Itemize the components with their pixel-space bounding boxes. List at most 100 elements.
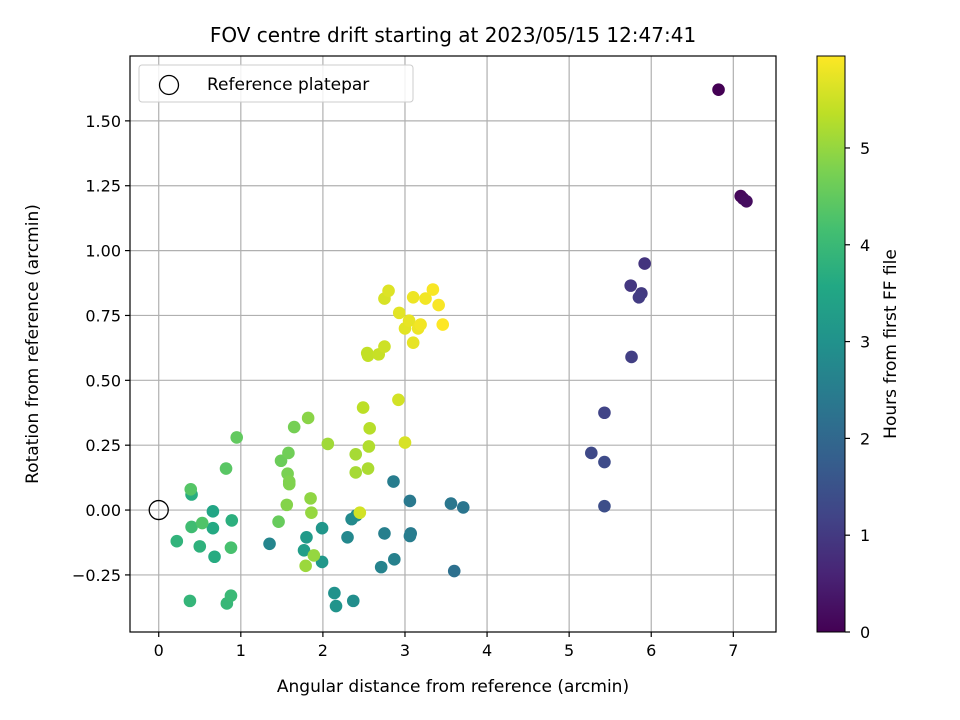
data-point [346, 594, 360, 608]
colorbar-label: Hours from first FF file [881, 249, 901, 439]
data-point [378, 527, 391, 540]
data-point [297, 543, 311, 557]
y-tick-label: 1.25 [85, 177, 121, 196]
data-point [361, 462, 375, 475]
colorbar-tick-label: 4 [860, 236, 870, 255]
data-point [392, 393, 405, 407]
data-point [392, 306, 406, 320]
data-point [406, 290, 420, 304]
data-point [585, 446, 598, 460]
data-point [287, 420, 301, 434]
colorbar-tick-label: 3 [860, 333, 870, 352]
data-point [402, 314, 416, 327]
data-point [315, 521, 329, 535]
legend: Reference platepar [138, 64, 414, 103]
data-point [426, 283, 440, 296]
data-point [414, 318, 427, 331]
data-point [305, 506, 318, 519]
data-point [363, 422, 376, 435]
data-point [403, 529, 417, 543]
data-point [419, 292, 432, 305]
data-point [224, 589, 238, 602]
legend-label: Reference platepar [207, 75, 369, 95]
x-axis-ticks: 0 1 2 3 4 5 6 7 [154, 632, 738, 660]
data-point [740, 194, 753, 208]
data-point [444, 497, 458, 510]
colorbar-tick-label: 0 [860, 623, 870, 642]
data-point [598, 455, 611, 469]
data-point [328, 586, 341, 600]
data-point [225, 514, 239, 527]
x-tick-label: 3 [400, 641, 410, 660]
data-point [224, 541, 238, 554]
data-point [632, 290, 646, 304]
x-tick-label: 7 [728, 641, 738, 660]
grid-lines [130, 56, 776, 632]
colorbar-ticks: 0 1 2 3 4 5 [845, 139, 870, 642]
y-tick-label: 1.00 [85, 242, 121, 261]
y-tick-label: 1.50 [85, 112, 121, 131]
colorbar-tick-label: 5 [860, 139, 870, 158]
data-point [193, 540, 207, 553]
data-point [307, 549, 321, 562]
data-point [638, 257, 651, 270]
data-point [299, 559, 312, 573]
chart-title: FOV centre drift starting at 2023/05/15 … [210, 23, 696, 47]
x-tick-label: 5 [564, 641, 574, 660]
x-tick-label: 2 [318, 641, 328, 660]
reference-marker [148, 499, 169, 521]
data-point [624, 279, 638, 292]
data-point [598, 499, 611, 513]
data-point [282, 477, 296, 491]
x-tick-label: 4 [482, 641, 492, 660]
data-points [170, 83, 753, 613]
data-point [329, 599, 343, 613]
data-point [206, 505, 220, 518]
data-point [280, 498, 294, 512]
data-point [361, 349, 375, 362]
data-point [300, 530, 313, 544]
data-point [282, 446, 295, 460]
data-point [183, 594, 197, 608]
data-point [432, 298, 445, 312]
data-point [406, 336, 420, 350]
y-tick-label: −0.25 [72, 566, 121, 585]
data-point [387, 475, 400, 488]
data-point [206, 521, 220, 535]
data-point [304, 492, 317, 505]
data-point [712, 83, 725, 97]
data-point [398, 436, 412, 449]
data-point [230, 431, 244, 444]
data-point [353, 506, 367, 519]
data-point [321, 437, 335, 451]
colorbar-tick-label: 2 [860, 429, 870, 448]
plot-frame [129, 55, 777, 633]
data-point [301, 411, 315, 425]
data-point [456, 501, 470, 514]
data-point [447, 564, 461, 578]
data-point [272, 515, 285, 529]
data-point [388, 553, 401, 566]
data-point [349, 447, 363, 461]
data-point [185, 520, 198, 534]
legend-box [138, 64, 414, 103]
data-point [374, 560, 388, 574]
data-point [170, 534, 184, 548]
data-point [208, 550, 221, 564]
colorbar-tick-label: 1 [860, 526, 870, 545]
data-point [378, 340, 391, 353]
data-point [403, 494, 417, 508]
data-point [362, 440, 376, 453]
data-point [356, 401, 370, 414]
reference-point-open-circle [148, 499, 169, 521]
x-tick-label: 6 [646, 641, 656, 660]
data-point [349, 466, 363, 479]
x-axis-label: Angular distance from reference (arcmin) [277, 677, 629, 697]
data-point [263, 537, 276, 551]
data-point [219, 462, 233, 475]
colorbar [816, 55, 846, 633]
x-tick-label: 0 [154, 641, 164, 660]
data-point [184, 482, 198, 496]
data-point [341, 530, 354, 544]
data-point [598, 406, 611, 420]
